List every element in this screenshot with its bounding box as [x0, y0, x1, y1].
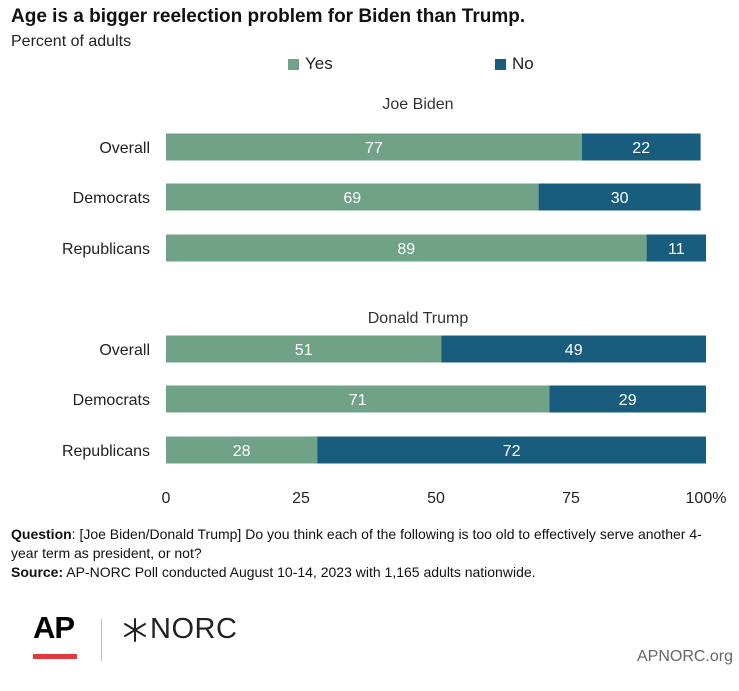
x-tick-label: 0: [162, 490, 171, 507]
x-tick-label: 25: [292, 490, 310, 507]
bar-segment-no: [549, 385, 706, 413]
star-cross-icon: [124, 617, 146, 642]
data-label: 30: [611, 190, 629, 207]
data-label: 11: [668, 241, 685, 258]
website-link[interactable]: APNORC.org: [636, 648, 733, 665]
data-label: 77: [365, 140, 383, 157]
data-label: 89: [397, 241, 415, 258]
chart-legend: Yes No: [0, 54, 739, 76]
category-label: Republicans: [62, 241, 150, 258]
chart-title: Age is a bigger reelection problem for B…: [11, 6, 526, 27]
norc-logo: NORC: [122, 613, 237, 646]
bar-segment-yes: [166, 335, 442, 363]
bar-segment-no: [441, 335, 706, 363]
stacked-bar-chart: Joe Biden Overall 77 22 Democrats 69 30 Republi…: [62, 96, 727, 507]
legend-item-no: No: [495, 54, 534, 74]
bar-segment-no: [538, 183, 701, 211]
legend-label-no: No: [512, 54, 534, 73]
legend-swatch-no: [495, 58, 506, 70]
legend-item-yes: Yes: [288, 54, 333, 74]
category-label: Democrats: [73, 190, 150, 207]
group-title: Joe Biden: [382, 96, 453, 113]
legend-swatch-yes: [288, 58, 299, 70]
legend-label-yes: Yes: [305, 54, 333, 73]
data-label: 71: [349, 392, 367, 409]
source-text: AP-NORC Poll conducted August 10-14, 202…: [63, 564, 536, 580]
bar-segment-yes: [166, 436, 318, 464]
x-tick-label: 50: [427, 490, 445, 507]
source-note: Source: AP-NORC Poll conducted August 10…: [11, 563, 726, 582]
ap-logo-text: AP: [33, 610, 75, 645]
category-label: Overall: [99, 140, 150, 157]
bar-segment-yes: [166, 133, 582, 161]
logo-divider: [101, 619, 102, 661]
data-label: 69: [343, 190, 361, 207]
norc-logo-text: NORC: [150, 613, 238, 645]
x-tick-label: 100%: [686, 490, 727, 507]
source-label: Source:: [11, 564, 64, 580]
group-title: Donald Trump: [368, 310, 469, 327]
data-label: 29: [619, 392, 637, 409]
data-label: 72: [503, 443, 521, 460]
category-label: Republicans: [62, 443, 150, 460]
data-label: 49: [565, 342, 583, 359]
chart-subtitle: Percent of adults: [11, 33, 132, 50]
bar-segment-yes: [166, 234, 647, 262]
bar-segment-yes: [166, 385, 550, 413]
bar-segment-no: [317, 436, 706, 464]
data-label: 22: [632, 140, 650, 157]
data-label: 28: [233, 443, 251, 460]
bar-segment-no: [646, 234, 706, 262]
question-label: Question: [11, 526, 72, 542]
chart-notes: Question: [Joe Biden/Donald Trump] Do yo…: [11, 525, 726, 582]
category-label: Overall: [99, 342, 150, 359]
bar-segment-yes: [166, 183, 539, 211]
category-label: Democrats: [73, 392, 150, 409]
ap-logo-underline: [33, 654, 77, 659]
ap-logo: AP: [33, 610, 77, 659]
x-tick-label: 75: [562, 490, 580, 507]
data-label: 51: [295, 342, 313, 359]
bar-segment-no: [581, 133, 701, 161]
question-text: : [Joe Biden/Donald Trump] Do you think …: [11, 526, 702, 561]
question-note: Question: [Joe Biden/Donald Trump] Do yo…: [11, 525, 726, 563]
